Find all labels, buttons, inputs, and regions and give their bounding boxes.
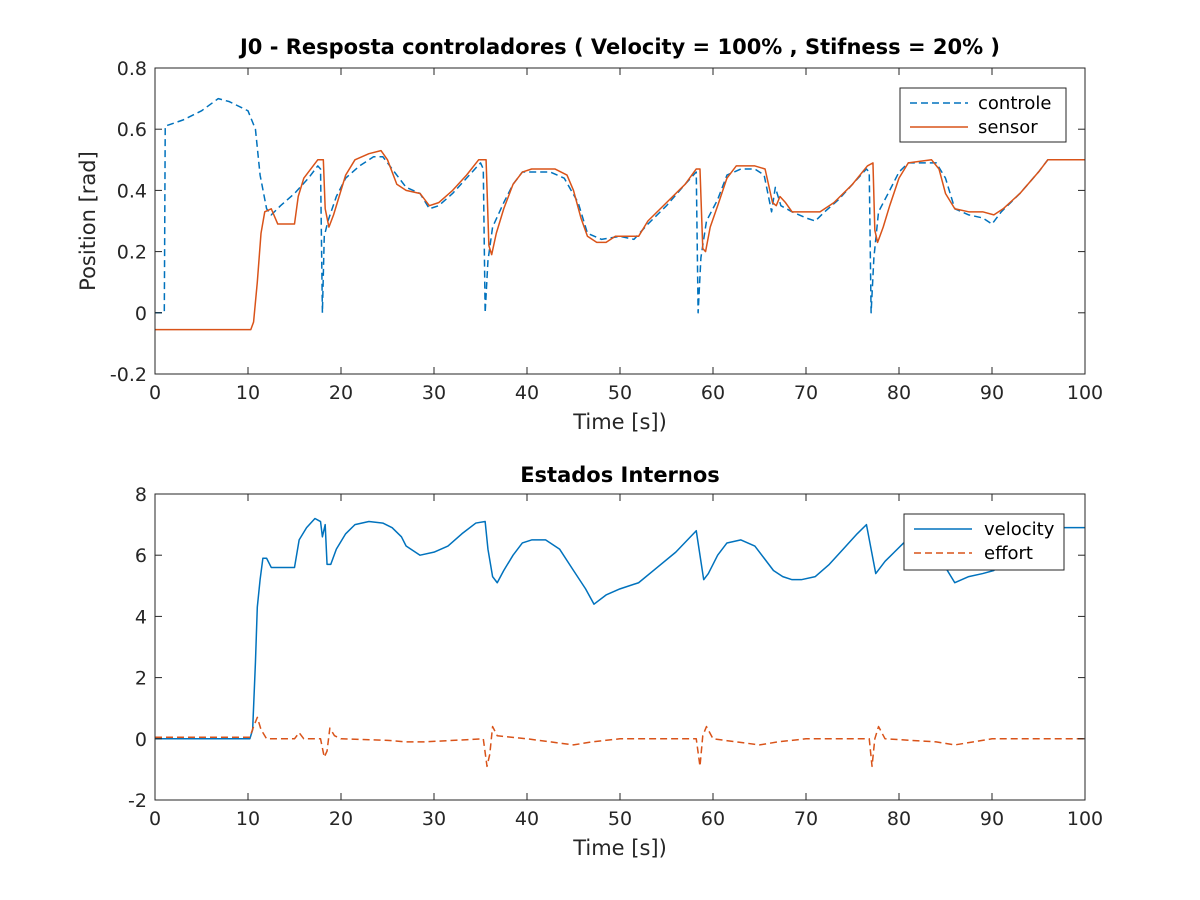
- y-tick-label: 0: [135, 303, 147, 325]
- plot-area: [154, 493, 1086, 801]
- x-tick-label: 90: [980, 382, 1004, 404]
- series-layer: [155, 517, 1085, 768]
- series-line-sensor: [155, 149, 1085, 331]
- x-axis-label: Time [s]): [572, 410, 667, 434]
- legend-label-velocity: velocity: [984, 519, 1055, 540]
- y-tick-label: 0.8: [117, 58, 147, 80]
- x-tick-label: 80: [887, 808, 911, 830]
- x-tick-label: 90: [980, 808, 1004, 830]
- plot-area: [154, 67, 1086, 375]
- y-tick-label: 6: [135, 545, 147, 567]
- x-tick-label: 70: [794, 808, 818, 830]
- y-tick-label: 8: [135, 484, 147, 506]
- y-tick-label: 0: [135, 729, 147, 751]
- x-tick-label: 30: [422, 382, 446, 404]
- y-axis-label: Position [rad]: [76, 151, 100, 291]
- x-tick-label: 0: [149, 808, 161, 830]
- x-tick-label: 60: [701, 808, 725, 830]
- y-tick-label: 2: [135, 668, 147, 690]
- series-line-effort: [155, 716, 1085, 768]
- y-tick-label: -2: [128, 790, 147, 812]
- x-tick-label: 20: [329, 382, 353, 404]
- chart-title: Estados Internos: [520, 463, 720, 487]
- x-tick-label: 100: [1067, 808, 1103, 830]
- legend-label-controle: controle: [978, 93, 1051, 114]
- x-tick-label: 40: [515, 382, 539, 404]
- series-line-velocity: [155, 517, 1085, 740]
- x-tick-label: 20: [329, 808, 353, 830]
- x-tick-label: 10: [236, 808, 260, 830]
- x-tick-label: 50: [608, 382, 632, 404]
- x-tick-label: 0: [149, 382, 161, 404]
- y-tick-label: 0.6: [117, 119, 147, 141]
- y-tick-label: -0.2: [110, 364, 147, 386]
- legend: controle sensor: [899, 87, 1067, 143]
- x-tick-label: 30: [422, 808, 446, 830]
- x-tick-label: 50: [608, 808, 632, 830]
- x-tick-label: 60: [701, 382, 725, 404]
- y-tick-label: 0.4: [117, 180, 147, 202]
- x-tick-label: 80: [887, 382, 911, 404]
- x-axis-label: Time [s]): [572, 836, 667, 860]
- legend-label-sensor: sensor: [978, 117, 1038, 138]
- legend-label-effort: effort: [984, 543, 1033, 564]
- x-tick-label: 10: [236, 382, 260, 404]
- position-panel: J0 - Resposta controladores ( Velocity =…: [76, 35, 1103, 434]
- legend-box: [899, 87, 1067, 143]
- legend-box: [903, 513, 1065, 571]
- ticks: 0 10 20 30 40 50 60 70 80 90 100-0.200.20.40.60.8: [110, 58, 1103, 404]
- x-tick-label: 100: [1067, 382, 1103, 404]
- y-tick-label: 4: [135, 606, 147, 628]
- x-tick-label: 70: [794, 382, 818, 404]
- series-layer: [155, 97, 1085, 331]
- y-tick-label: 0.2: [117, 242, 147, 264]
- x-tick-label: 40: [515, 808, 539, 830]
- legend: velocity effort: [903, 513, 1065, 571]
- series-line-controle: [155, 97, 1085, 314]
- internal-states-panel: Estados Internos 0 10 20 30 40 50 60 70 80 90 100-…: [128, 463, 1103, 860]
- chart-title: J0 - Resposta controladores ( Velocity =…: [238, 35, 1000, 59]
